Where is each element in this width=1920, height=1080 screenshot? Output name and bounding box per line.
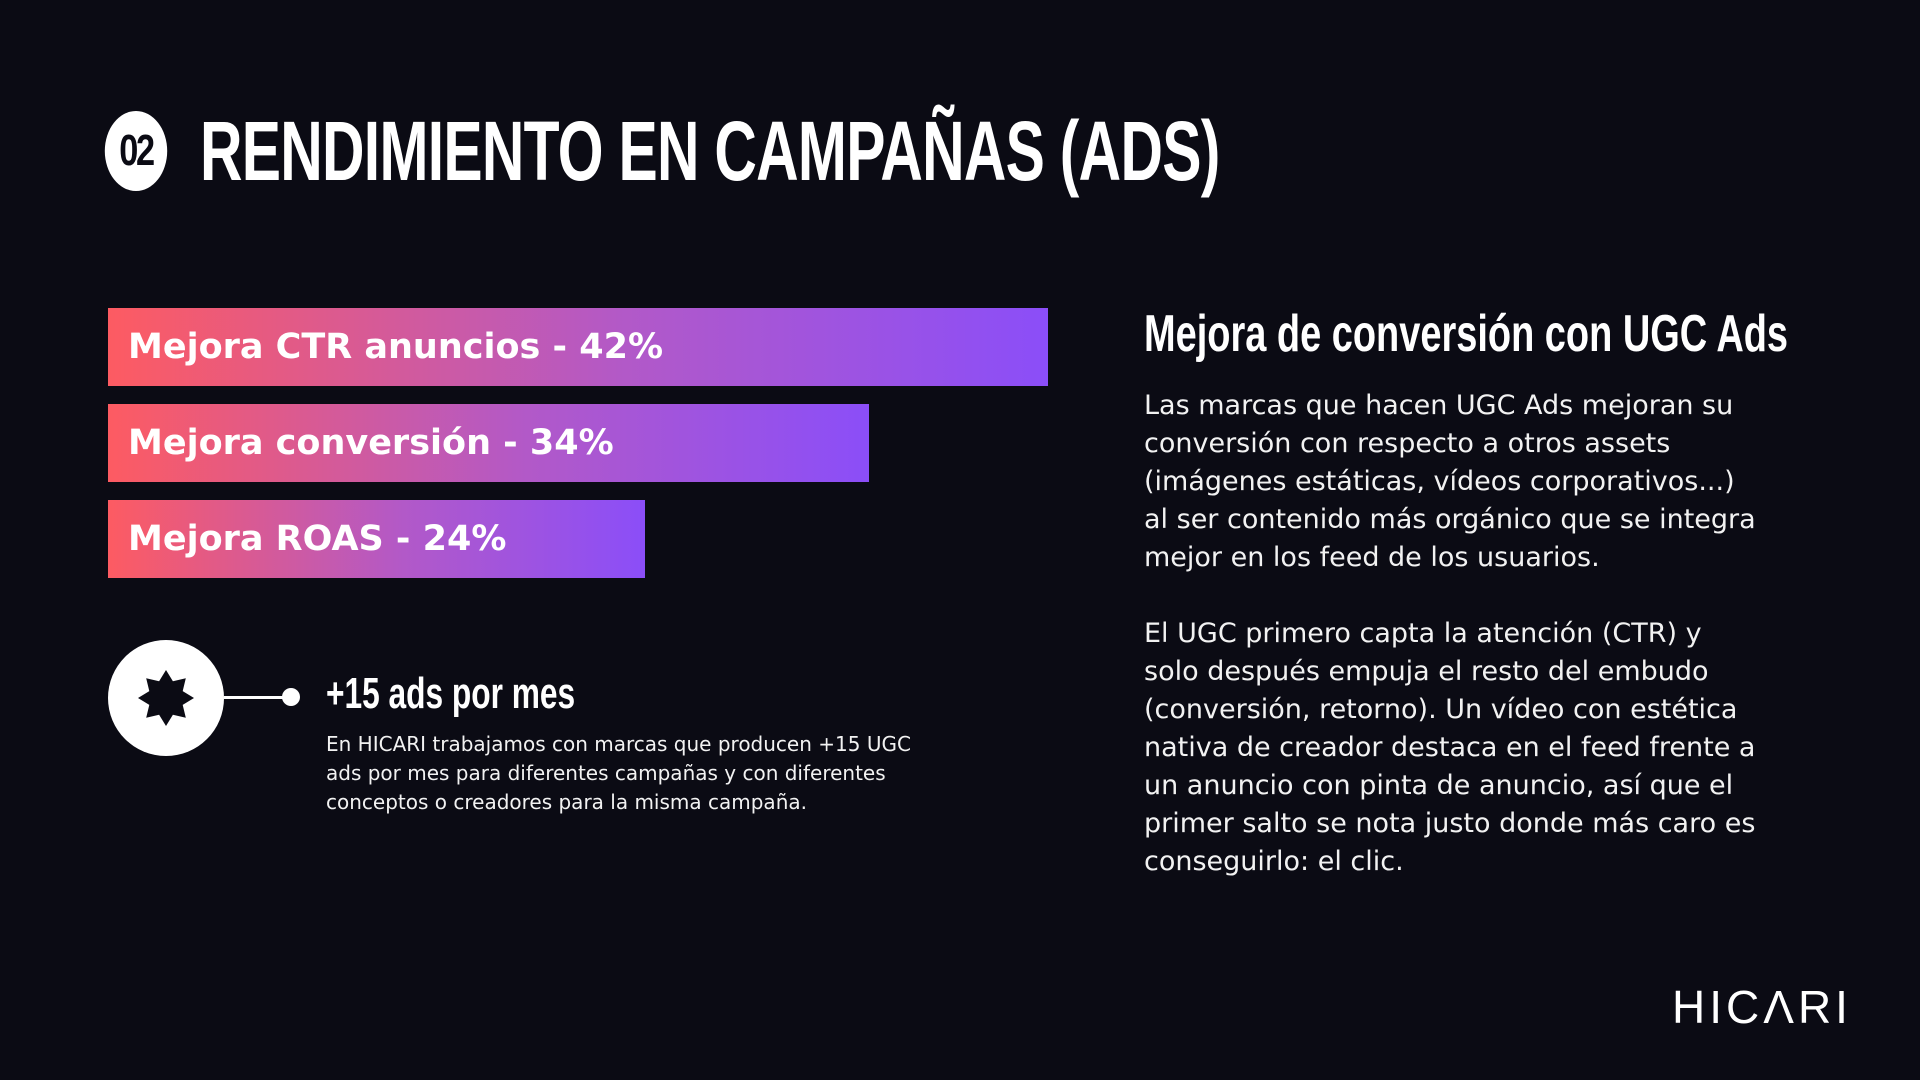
conversion-heading: Mejora de conversión con UGC Ads [1144, 305, 1789, 363]
bar-label-3: Mejora ROAS - 24% [128, 519, 507, 559]
bar-1: Mejora CTR anuncios - 42% [108, 308, 1048, 386]
hicari-logo: HICΛRI [1672, 981, 1852, 1033]
ads-per-month-text: En HICARI trabajamos con marcas que prod… [326, 732, 911, 814]
improvement-bar-chart: Mejora CTR anuncios - 42% Mejora conversi… [108, 308, 1068, 578]
connector-dot [282, 688, 300, 706]
conversion-paragraph-2: El UGC primero capta la atención (CTR) y… [1144, 618, 1756, 877]
page-header: 02 RENDIMIENTO EN CAMPAÑAS (ADS) [96, 108, 1657, 194]
bar-3: Mejora ROAS - 24% [108, 500, 645, 578]
ads-per-month-heading: +15 ads por mes [326, 669, 576, 718]
star-icon [138, 670, 194, 726]
connector-line [224, 696, 290, 699]
star-badge [108, 640, 224, 756]
bar-label-2: Mejora conversión - 34% [128, 423, 614, 463]
bar-2: Mejora conversión - 34% [108, 404, 869, 482]
section-number-badge: 02 [104, 111, 168, 191]
bar-label-1: Mejora CTR anuncios - 42% [128, 327, 664, 367]
conversion-paragraph-1: Las marcas que hacen UGC Ads mejoran su … [1144, 390, 1756, 573]
page-title: RENDIMIENTO EN CAMPAÑAS (ADS) [200, 104, 1220, 198]
